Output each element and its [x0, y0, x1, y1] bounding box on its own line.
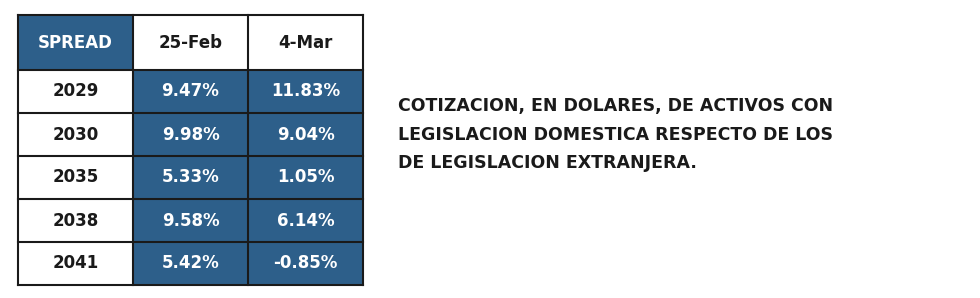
- Bar: [248, 113, 363, 156]
- Text: 1.05%: 1.05%: [276, 168, 334, 187]
- Text: 2029: 2029: [52, 83, 99, 100]
- Bar: [18, 242, 133, 285]
- Bar: [133, 156, 248, 199]
- Bar: [248, 70, 363, 113]
- Text: 5.33%: 5.33%: [162, 168, 220, 187]
- Bar: [18, 199, 133, 242]
- Bar: [248, 199, 363, 242]
- Text: 4-Mar: 4-Mar: [278, 33, 332, 52]
- Bar: [133, 242, 248, 285]
- Text: 11.83%: 11.83%: [270, 83, 340, 100]
- Text: 2035: 2035: [52, 168, 99, 187]
- Text: 9.47%: 9.47%: [162, 83, 220, 100]
- Bar: [18, 156, 133, 199]
- Bar: [248, 15, 363, 70]
- Text: 25-Feb: 25-Feb: [159, 33, 222, 52]
- Bar: [248, 242, 363, 285]
- Bar: [248, 156, 363, 199]
- Text: COTIZACION, EN DOLARES, DE ACTIVOS CON: COTIZACION, EN DOLARES, DE ACTIVOS CON: [398, 97, 833, 116]
- Text: -0.85%: -0.85%: [273, 254, 338, 272]
- Text: 9.04%: 9.04%: [276, 125, 334, 144]
- Text: 2041: 2041: [52, 254, 99, 272]
- Text: 2030: 2030: [52, 125, 99, 144]
- Bar: [133, 113, 248, 156]
- Bar: [18, 15, 133, 70]
- Bar: [133, 70, 248, 113]
- Text: SPREAD: SPREAD: [38, 33, 113, 52]
- Text: 6.14%: 6.14%: [276, 212, 334, 229]
- Bar: [18, 70, 133, 113]
- Text: 5.42%: 5.42%: [162, 254, 220, 272]
- Text: 9.98%: 9.98%: [162, 125, 220, 144]
- Text: 9.58%: 9.58%: [162, 212, 220, 229]
- Bar: [18, 113, 133, 156]
- Text: DE LEGISLACION EXTRANJERA.: DE LEGISLACION EXTRANJERA.: [398, 153, 697, 172]
- Bar: [133, 199, 248, 242]
- Text: 2038: 2038: [52, 212, 99, 229]
- Bar: [133, 15, 248, 70]
- Text: LEGISLACION DOMESTICA RESPECTO DE LOS: LEGISLACION DOMESTICA RESPECTO DE LOS: [398, 125, 833, 144]
